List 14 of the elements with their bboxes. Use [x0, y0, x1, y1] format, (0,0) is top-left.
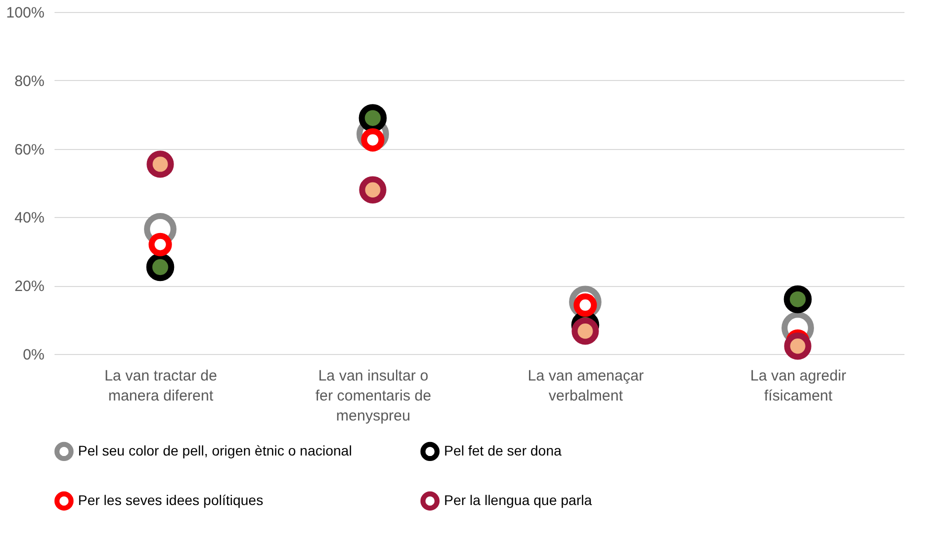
y-tick-label: 0% — [22, 346, 44, 364]
legend-label: Pel seu color de pell, origen ètnic o nacional — [78, 442, 352, 458]
x-tick-label: La van agredir físicament — [750, 368, 846, 404]
y-tick-label: 60% — [14, 141, 44, 158]
legend-label: Pel fet de ser dona — [444, 442, 562, 458]
y-tick-label: 20% — [14, 278, 44, 296]
x-tick-label: La van insultar o fer comentaris de menyspreu — [315, 368, 432, 424]
y-tick-label: 40% — [14, 210, 44, 227]
legend-label: Per les seves idees polítiques — [78, 492, 264, 508]
y-tick-label: 80% — [14, 72, 44, 90]
legend-label: Per la llengua que parla — [444, 492, 592, 508]
y-tick-label: 100% — [6, 4, 44, 22]
x-tick-label: La van tractar de manera diferent — [104, 368, 218, 404]
x-tick-label: La van amenaçar verbalment — [528, 368, 644, 404]
